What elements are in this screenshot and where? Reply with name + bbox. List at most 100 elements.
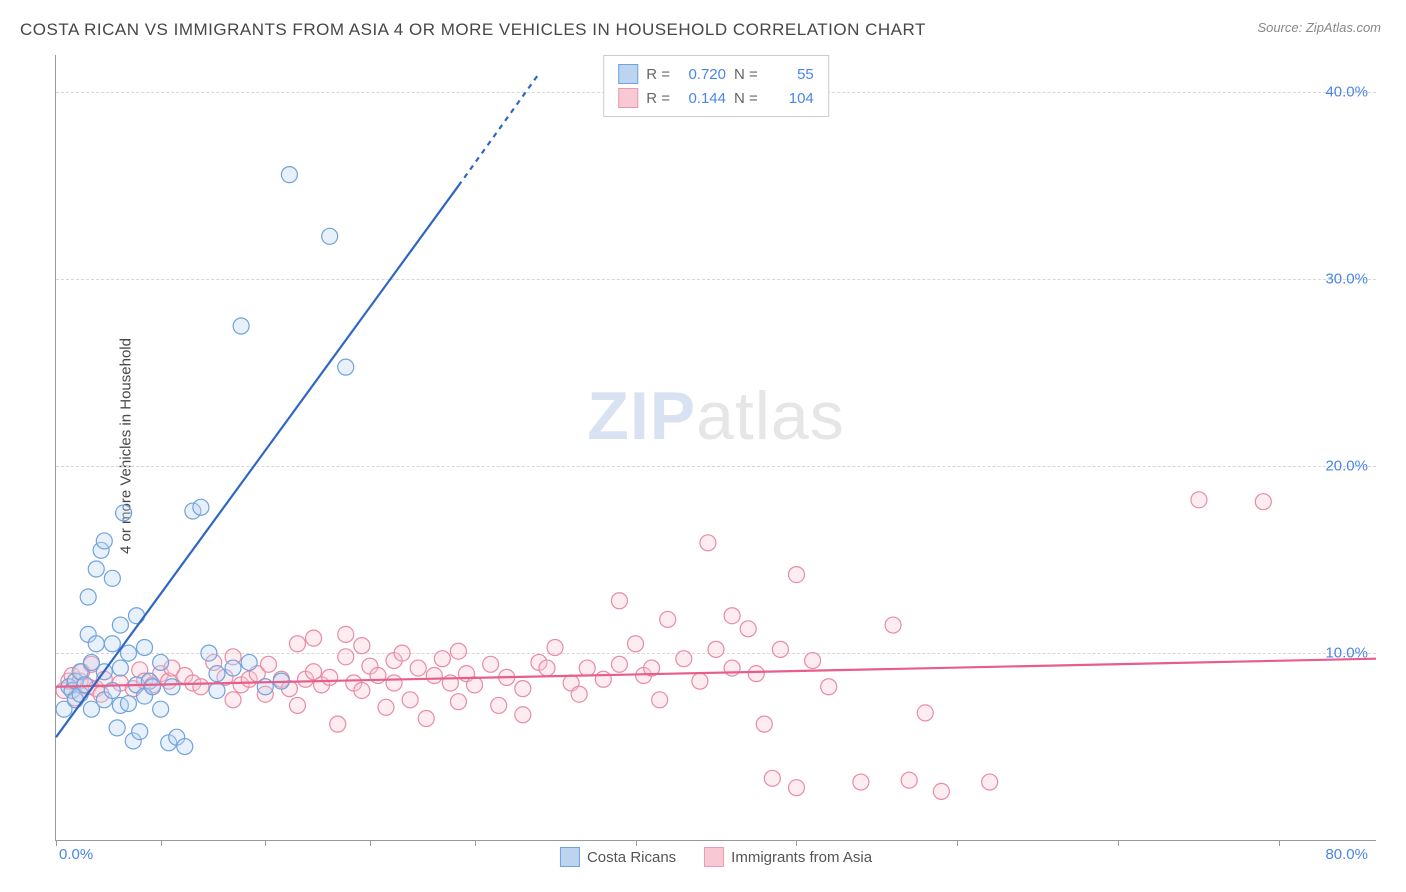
data-point (338, 649, 354, 665)
data-point (88, 561, 104, 577)
swatch-pink-icon (618, 88, 638, 108)
data-point (611, 656, 627, 672)
data-point (164, 679, 180, 695)
data-point (153, 654, 169, 670)
data-point (132, 724, 148, 740)
data-point (225, 660, 241, 676)
data-point (788, 780, 804, 796)
data-point (426, 668, 442, 684)
data-point (821, 679, 837, 695)
data-point (116, 505, 132, 521)
x-tick (957, 840, 958, 846)
data-point (885, 617, 901, 633)
data-point (700, 535, 716, 551)
trend-line (458, 74, 538, 186)
data-point (394, 645, 410, 661)
data-point (225, 692, 241, 708)
data-point (933, 783, 949, 799)
data-point (112, 660, 128, 676)
data-point (483, 656, 499, 672)
data-point (756, 716, 772, 732)
data-point (772, 641, 788, 657)
data-point (137, 639, 153, 655)
x-tick (1118, 840, 1119, 846)
data-point (193, 679, 209, 695)
data-point (322, 228, 338, 244)
data-point (233, 318, 249, 334)
data-point (338, 626, 354, 642)
x-tick (1279, 840, 1280, 846)
data-point (748, 666, 764, 682)
x-axis-min-label: 0.0% (59, 846, 93, 863)
x-tick (475, 840, 476, 846)
data-point (104, 636, 120, 652)
data-point (450, 694, 466, 710)
data-point (853, 774, 869, 790)
data-point (370, 668, 386, 684)
series-legend: Costa Ricans Immigrants from Asia (560, 847, 872, 867)
legend-item-series-a: Costa Ricans (560, 847, 676, 867)
data-point (104, 570, 120, 586)
data-point (281, 167, 297, 183)
x-tick (796, 840, 797, 846)
data-point (982, 774, 998, 790)
x-tick (161, 840, 162, 846)
data-point (901, 772, 917, 788)
data-point (201, 645, 217, 661)
data-point (611, 593, 627, 609)
data-point (80, 589, 96, 605)
stats-row-series-a: R = 0.720 N = 55 (618, 62, 814, 86)
data-point (209, 666, 225, 682)
source-attribution: Source: ZipAtlas.com (1257, 20, 1381, 35)
data-point (338, 359, 354, 375)
data-point (660, 611, 676, 627)
data-point (241, 654, 257, 670)
data-point (193, 499, 209, 515)
stats-row-series-b: R = 0.144 N = 104 (618, 86, 814, 110)
x-tick (636, 840, 637, 846)
data-point (354, 682, 370, 698)
chart-plot-area: ZIPatlas 10.0%20.0%30.0%40.0% R = 0.720 … (55, 55, 1376, 841)
data-point (740, 621, 756, 637)
data-point (1191, 492, 1207, 508)
data-point (917, 705, 933, 721)
data-point (595, 671, 611, 687)
data-point (515, 681, 531, 697)
data-point (692, 673, 708, 689)
data-point (120, 696, 136, 712)
data-point (177, 739, 193, 755)
data-point (120, 645, 136, 661)
data-point (354, 638, 370, 654)
data-point (515, 707, 531, 723)
data-point (322, 669, 338, 685)
data-point (112, 617, 128, 633)
swatch-blue-icon (618, 64, 638, 84)
data-point (708, 641, 724, 657)
data-point (467, 677, 483, 693)
data-point (788, 567, 804, 583)
legend-item-series-b: Immigrants from Asia (704, 847, 872, 867)
data-point (330, 716, 346, 732)
data-point (652, 692, 668, 708)
data-point (539, 660, 555, 676)
data-point (491, 697, 507, 713)
data-point (628, 636, 644, 652)
data-point (109, 720, 125, 736)
chart-title: COSTA RICAN VS IMMIGRANTS FROM ASIA 4 OR… (20, 20, 926, 40)
data-point (378, 699, 394, 715)
data-point (153, 701, 169, 717)
data-point (96, 533, 112, 549)
data-point (128, 608, 144, 624)
data-point (450, 643, 466, 659)
data-point (676, 651, 692, 667)
swatch-blue-icon (560, 847, 580, 867)
data-point (1255, 494, 1271, 510)
data-point (579, 660, 595, 676)
data-point (724, 608, 740, 624)
data-point (805, 653, 821, 669)
data-point (402, 692, 418, 708)
data-point (260, 656, 276, 672)
data-point (418, 711, 434, 727)
data-point (410, 660, 426, 676)
correlation-stats-box: R = 0.720 N = 55 R = 0.144 N = 104 (603, 55, 829, 117)
